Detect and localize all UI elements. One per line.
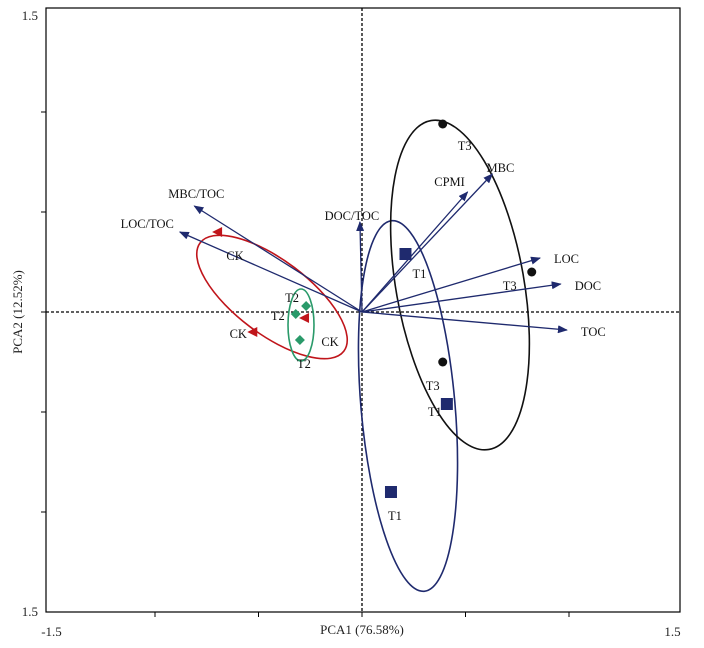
vector-label: DOC/TOC [325,209,380,223]
y-axis-title: PCA2 (12.52%) [10,270,25,354]
y-tick-label: 1.5 [22,604,38,619]
loading-vector [356,221,365,313]
point-label: T3 [458,139,472,153]
point-label: T1 [428,405,442,419]
y-tick-label: 1.5 [22,8,38,23]
x-axis-title: PCA1 (76.58%) [320,622,404,637]
point-label: T1 [413,267,427,281]
loading-vector [178,231,363,313]
loading-vector [361,311,568,334]
data-point-square [399,248,412,260]
loading-vector [361,191,469,313]
vector-label: LOC/TOC [121,217,174,231]
vector-label: CPMI [434,175,465,189]
point-label: T3 [503,279,517,293]
vector-label: LOC [554,252,579,266]
x-tick-label: 1.5 [664,624,680,639]
loading-vector [361,256,541,313]
x-tick-label: -1.5 [41,624,62,639]
data-point-diamond [301,301,312,311]
point-label: T3 [426,379,440,393]
point-label: T1 [388,509,402,523]
point-label: T2 [297,357,311,371]
data-point-circle [438,119,448,129]
vector-label: MBC [487,161,515,175]
vector-label: TOC [581,325,606,339]
data-point-square [384,486,397,498]
t1-ellipse [357,219,459,593]
loading-vector [361,173,494,313]
data-point-triangle [212,227,223,237]
loading-vector [193,205,363,313]
data-point-circle [438,357,448,367]
point-label: CK [226,249,243,263]
point-label: CK [321,335,338,349]
vector-label: DOC [575,279,601,293]
point-label: CK [230,327,247,341]
plot-frame [45,7,681,613]
point-label: T2 [285,291,299,305]
t2-ellipse [287,288,315,362]
data-point-triangle [299,313,310,323]
data-point-circle [527,267,537,277]
data-point-diamond [294,335,305,345]
vector-label: MBC/TOC [168,187,224,201]
point-label: T2 [271,309,285,323]
loading-vector [361,281,562,313]
data-point-diamond [290,309,301,319]
data-point-triangle [247,327,258,337]
ck-ellipse [195,234,349,360]
t3-ellipse [389,119,531,451]
data-point-square [440,398,453,410]
